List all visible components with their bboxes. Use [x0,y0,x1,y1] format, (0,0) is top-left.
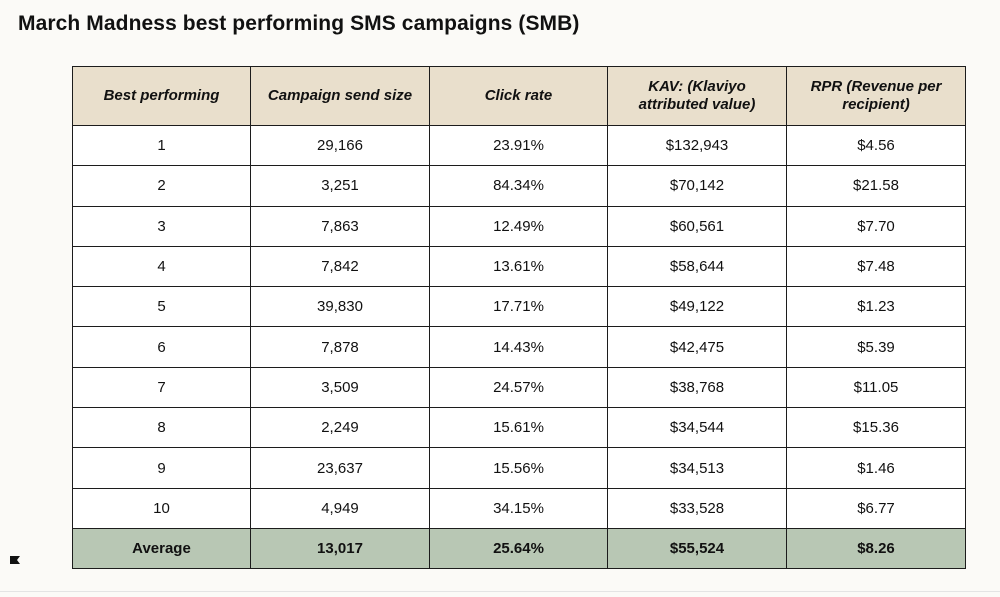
rpr-cell: $7.70 [786,205,966,247]
table-row: 7 3,509 24.57% $38,768 $11.05 [72,366,966,409]
rank-cell: 9 [72,447,251,489]
click-rate-cell: 84.34% [429,165,608,207]
kav-cell: $60,561 [607,205,787,247]
send-size-cell: 7,842 [250,245,430,288]
rank-cell: 7 [72,366,251,409]
send-size-cell: 2,249 [250,407,430,449]
header-campaign-send-size: Campaign send size [250,66,430,126]
click-rate-cell: 14.43% [429,326,608,368]
kav-cell: $132,943 [607,124,787,167]
table-row: 3 7,863 12.49% $60,561 $7.70 [72,205,966,247]
table-row: 6 7,878 14.43% $42,475 $5.39 [72,326,966,368]
rpr-cell: $4.56 [786,124,966,167]
click-rate-cell: 17.71% [429,286,608,328]
kav-cell: $34,513 [607,447,787,489]
rank-cell: 1 [72,124,251,167]
click-rate-cell: 12.49% [429,205,608,247]
send-size-cell: 7,863 [250,205,430,247]
rank-cell: 8 [72,407,251,449]
average-click-rate: 25.64% [429,527,608,570]
table-row: 2 3,251 84.34% $70,142 $21.58 [72,165,966,207]
rank-cell: 5 [72,286,251,328]
send-size-cell: 23,637 [250,447,430,489]
click-rate-cell: 15.61% [429,407,608,449]
rpr-cell: $1.23 [786,286,966,328]
average-row: Average 13,017 25.64% $55,524 $8.26 [72,527,966,570]
kav-cell: $58,644 [607,245,787,288]
table-row: 4 7,842 13.61% $58,644 $7.48 [72,245,966,288]
table-row: 9 23,637 15.56% $34,513 $1.46 [72,447,966,489]
divider [0,591,1000,592]
header-click-rate: Click rate [429,66,608,126]
average-label: Average [72,527,251,570]
rpr-cell: $5.39 [786,326,966,368]
rpr-cell: $6.77 [786,487,966,529]
send-size-cell: 3,251 [250,165,430,207]
header-kav: KAV: (Klaviyo attributed value) [607,66,787,126]
kav-cell: $70,142 [607,165,787,207]
kav-cell: $34,544 [607,407,787,449]
rpr-cell: $7.48 [786,245,966,288]
table-header-row: Best performing Campaign send size Click… [72,66,966,126]
average-kav: $55,524 [607,527,787,570]
rpr-cell: $21.58 [786,165,966,207]
click-rate-cell: 15.56% [429,447,608,489]
page-title: March Madness best performing SMS campai… [18,12,580,35]
rank-cell: 2 [72,165,251,207]
click-rate-cell: 23.91% [429,124,608,167]
rank-cell: 3 [72,205,251,247]
table-row: 8 2,249 15.61% $34,544 $15.36 [72,407,966,449]
send-size-cell: 3,509 [250,366,430,409]
table-row: 10 4,949 34.15% $33,528 $6.77 [72,487,966,529]
header-best-performing: Best performing [72,66,251,126]
rpr-cell: $1.46 [786,447,966,489]
kav-cell: $42,475 [607,326,787,368]
kav-cell: $49,122 [607,286,787,328]
kav-cell: $33,528 [607,487,787,529]
average-rpr: $8.26 [786,527,966,570]
table-row: 5 39,830 17.71% $49,122 $1.23 [72,286,966,328]
rank-cell: 10 [72,487,251,529]
send-size-cell: 4,949 [250,487,430,529]
flag-icon [10,556,20,564]
rank-cell: 6 [72,326,251,368]
rank-cell: 4 [72,245,251,288]
send-size-cell: 39,830 [250,286,430,328]
click-rate-cell: 13.61% [429,245,608,288]
rpr-cell: $11.05 [786,366,966,409]
send-size-cell: 29,166 [250,124,430,167]
header-rpr: RPR (Revenue per recipient) [786,66,966,126]
kav-cell: $38,768 [607,366,787,409]
table-row: 1 29,166 23.91% $132,943 $4.56 [72,124,966,167]
send-size-cell: 7,878 [250,326,430,368]
rpr-cell: $15.36 [786,407,966,449]
campaigns-table: Best performing Campaign send size Click… [72,66,966,570]
average-send-size: 13,017 [250,527,430,570]
click-rate-cell: 34.15% [429,487,608,529]
click-rate-cell: 24.57% [429,366,608,409]
